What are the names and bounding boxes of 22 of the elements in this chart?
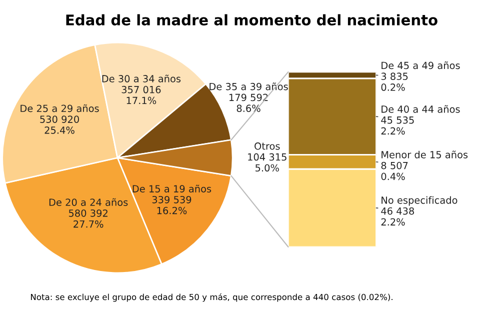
data-label: 580 392 27.7% [68,209,108,228]
data-label: 46 438 2.2% [381,207,414,226]
data-label: 179 592 8.6% [229,94,268,112]
text: Nota: se excluye el grupo de edad de 50 y más, que corresponde a 440 casos (0.02%). [31,293,392,302]
data-label: 339 539 16.2% [152,196,192,214]
data-label: 104 315 5.0% [248,153,286,172]
chart-title: Edad de la madre al momento del nacimiento [66,14,438,26]
series-label: De 45 a 49 años [382,61,460,70]
slice-label: De 25 a 29 años [20,104,99,112]
data-label: 357 016 17.1% [122,86,161,104]
data-label: 45 535 2.2% [381,116,414,135]
slice-label: Otros [254,142,280,150]
slice-label: De 15 a 19 años [132,184,212,192]
series-label: De 40 a 44 años [382,105,460,113]
series-label: No especificado [382,196,458,206]
slice-label: De 20 a 24 años [49,198,128,206]
data-label: 3 835 0.2% [381,72,408,91]
data-label: 530 920 25.4% [40,116,79,134]
slice-label: De 30 a 34 años [102,74,181,82]
data-label: 8 507 0.4% [381,162,408,180]
slice-label: De 35 a 39 años [210,82,288,90]
series-label: Menor de 15 años [382,150,468,158]
